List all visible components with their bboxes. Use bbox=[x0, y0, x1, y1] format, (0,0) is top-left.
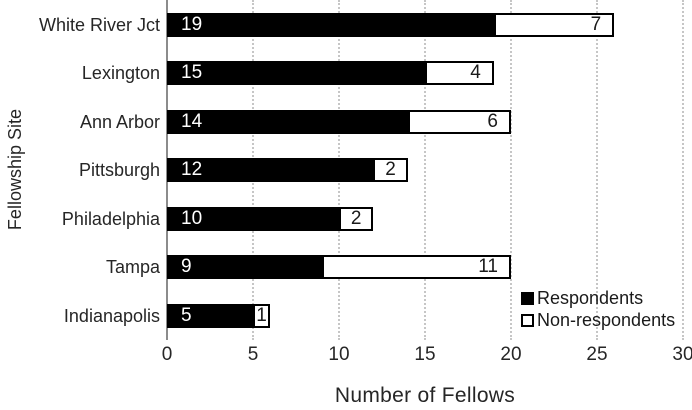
x-tick-label: 30 bbox=[672, 344, 692, 365]
bar-segment-non-respondents: 2 bbox=[339, 206, 374, 231]
x-tick-label: 15 bbox=[414, 344, 436, 365]
legend-label: Respondents bbox=[537, 287, 644, 308]
gridline bbox=[596, 0, 598, 340]
bar-value-label: 14 bbox=[181, 110, 203, 132]
legend-swatch-filled bbox=[521, 291, 534, 305]
x-tick-label: 10 bbox=[328, 344, 350, 365]
bar-segment-non-respondents: 4 bbox=[425, 61, 494, 85]
legend: Respondents Non-respondents bbox=[521, 287, 675, 331]
bar-segment-non-respondents: 1 bbox=[253, 303, 271, 328]
bar-segment-respondents: 5 bbox=[167, 303, 253, 328]
category-label: Lexington bbox=[81, 63, 160, 83]
bar-segment-respondents: 12 bbox=[167, 158, 374, 182]
bar-segment-respondents: 10 bbox=[167, 206, 339, 231]
bar-segment-respondents: 14 bbox=[167, 109, 408, 134]
bar-value-label: 9 bbox=[181, 256, 192, 277]
bar-segment-respondents: 19 bbox=[167, 12, 494, 37]
bar-value-label: 4 bbox=[470, 62, 481, 83]
bar-value-label: 6 bbox=[487, 110, 498, 132]
legend-item: Non-respondents bbox=[521, 309, 675, 331]
bar-segment-non-respondents: 7 bbox=[493, 12, 615, 37]
bar-segment-non-respondents: 2 bbox=[373, 158, 408, 182]
legend-swatch-hollow bbox=[521, 313, 534, 327]
legend-item: Respondents bbox=[521, 287, 675, 309]
bar-value-label: 19 bbox=[181, 13, 203, 35]
bar-value-label: 11 bbox=[478, 256, 498, 277]
x-tick-label: 20 bbox=[500, 344, 522, 365]
category-label: Tampa bbox=[105, 257, 160, 277]
category-label: Pittsburgh bbox=[78, 160, 160, 180]
bar-value-label: 2 bbox=[385, 159, 396, 180]
category-label: White River Jct bbox=[38, 14, 160, 35]
bar-value-label: 5 bbox=[181, 304, 192, 326]
bar-value-label: 15 bbox=[181, 62, 203, 83]
x-axis-title: Number of Fellows bbox=[334, 384, 516, 407]
bar-value-label: 10 bbox=[181, 207, 203, 229]
x-tick-label: 0 bbox=[161, 344, 173, 365]
bar-value-label: 7 bbox=[590, 13, 602, 35]
legend-label: Non-respondents bbox=[537, 309, 676, 330]
category-label: Indianapolis bbox=[63, 305, 160, 326]
x-tick-label: 5 bbox=[247, 344, 259, 365]
bar-value-label: 2 bbox=[350, 207, 362, 229]
bar-value-label: 12 bbox=[181, 159, 203, 180]
bar-segment-non-respondents: 6 bbox=[407, 109, 511, 134]
gridline bbox=[510, 0, 512, 340]
x-tick-label: 25 bbox=[586, 344, 608, 365]
bar-segment-respondents: 15 bbox=[167, 61, 425, 85]
category-label: Philadelphia bbox=[61, 208, 160, 229]
gridline bbox=[682, 0, 684, 340]
category-label: Ann Arbor bbox=[79, 111, 160, 132]
gridline bbox=[424, 0, 426, 340]
bar-segment-non-respondents: 11 bbox=[321, 255, 511, 279]
bar-value-label: 1 bbox=[256, 304, 267, 326]
bar-segment-respondents: 9 bbox=[167, 255, 322, 279]
